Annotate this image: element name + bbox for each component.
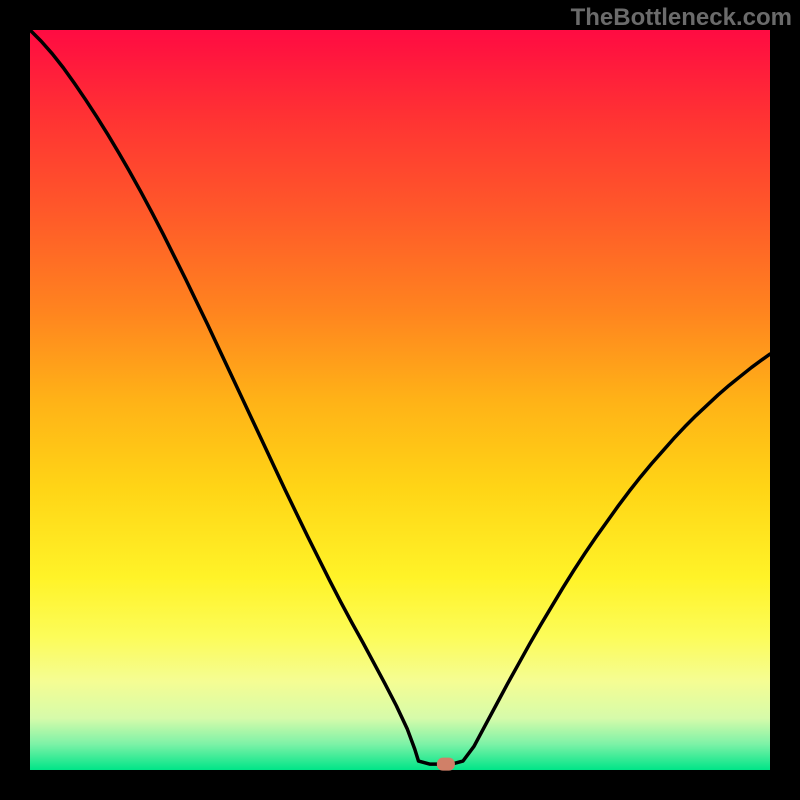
bottleneck-curve [30,30,770,764]
watermark-text: TheBottleneck.com [571,4,792,32]
plot-svg [0,0,800,800]
minimum-marker [437,758,455,771]
chart-stage: TheBottleneck.com [0,0,800,800]
